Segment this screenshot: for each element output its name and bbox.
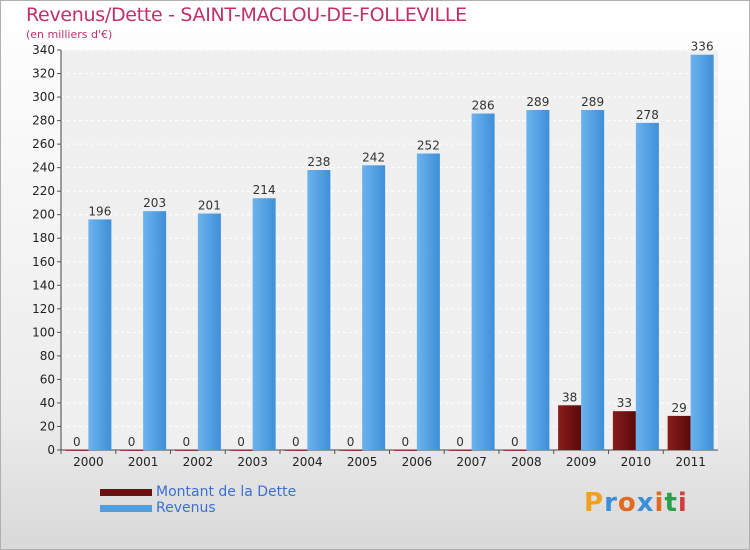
y-tick-label: 300	[32, 90, 55, 104]
data-label-dette: 0	[73, 435, 81, 449]
y-tick-label: 220	[32, 184, 55, 198]
x-tick-label: 2011	[675, 455, 706, 469]
bar-revenus	[581, 110, 605, 450]
x-tick-label: 2001	[128, 455, 159, 469]
logo-letter: x	[636, 488, 655, 518]
x-tick-label: 2007	[456, 455, 487, 469]
x-tick-label: 2000	[73, 455, 104, 469]
bar-dette	[174, 450, 198, 451]
data-label-dette: 0	[183, 435, 191, 449]
bar-dette	[503, 450, 527, 451]
logo-letter: i	[677, 488, 688, 518]
logo-letter: P	[584, 488, 605, 518]
data-label-revenus: 203	[143, 196, 166, 210]
bar-dette	[120, 450, 144, 451]
y-tick-label: 120	[32, 302, 55, 316]
bar-revenus	[690, 54, 714, 451]
data-label-dette: 0	[456, 435, 464, 449]
data-label-dette: 0	[128, 435, 136, 449]
y-tick-label: 240	[32, 161, 55, 175]
bar-dette	[667, 415, 691, 450]
bar-dette	[612, 411, 636, 450]
bar-revenus	[471, 113, 495, 450]
data-label-revenus: 286	[472, 99, 495, 113]
bar-dette	[65, 450, 89, 451]
data-label-revenus: 242	[362, 150, 385, 164]
data-label-dette: 0	[237, 435, 245, 449]
x-tick-label: 2006	[402, 455, 433, 469]
x-tick-label: 2008	[511, 455, 542, 469]
data-label-dette: 0	[292, 435, 300, 449]
bar-revenus	[197, 213, 221, 450]
y-tick-label: 200	[32, 208, 55, 222]
x-tick-label: 2004	[292, 455, 323, 469]
y-tick-label: 40	[40, 396, 55, 410]
proxiti-logo: Proxiti	[584, 488, 688, 518]
legend-swatch-revenus	[100, 505, 152, 512]
bar-revenus	[307, 170, 331, 450]
bar-dette	[393, 450, 417, 451]
legend-label-revenus: Revenus	[156, 500, 216, 516]
bar-revenus	[252, 198, 276, 450]
bar-dette	[339, 450, 363, 451]
bar-revenus	[635, 122, 659, 451]
x-tick-label: 2002	[183, 455, 214, 469]
data-label-dette: 29	[671, 401, 686, 415]
logo-letter: o	[617, 488, 637, 518]
y-tick-label: 20	[40, 419, 55, 433]
data-label-revenus: 336	[691, 40, 714, 54]
bar-dette	[229, 450, 253, 451]
chart-subtitle: (en milliers d'€)	[26, 28, 113, 41]
y-tick-label: 180	[32, 231, 55, 245]
data-label-revenus: 196	[88, 204, 111, 218]
y-tick-label: 320	[32, 67, 55, 81]
data-label-revenus: 278	[636, 108, 659, 122]
data-label-dette: 38	[562, 390, 577, 404]
y-tick-label: 340	[32, 43, 55, 57]
data-label-dette: 0	[402, 435, 410, 449]
y-tick-label: 140	[32, 278, 55, 292]
data-label-revenus: 289	[581, 95, 604, 109]
data-label-dette: 33	[617, 396, 632, 410]
plot-area	[61, 50, 718, 450]
chart-title: Revenus/Dette - SAINT-MACLOU-DE-FOLLEVIL…	[26, 4, 467, 26]
y-tick-label: 60	[40, 372, 55, 386]
y-tick-label: 280	[32, 114, 55, 128]
legend-swatch-dette	[100, 489, 152, 496]
logo-letter: i	[654, 488, 665, 518]
logo-letter: r	[604, 488, 618, 518]
data-label-revenus: 201	[198, 199, 221, 213]
bar-dette	[284, 450, 308, 451]
bar-revenus	[143, 211, 167, 450]
y-tick-label: 0	[47, 443, 55, 457]
y-tick-label: 100	[32, 325, 55, 339]
logo-letter: t	[664, 488, 678, 518]
bar-dette	[448, 450, 472, 451]
x-tick-label: 2009	[566, 455, 597, 469]
y-tick-label: 160	[32, 255, 55, 269]
data-label-revenus: 289	[526, 95, 549, 109]
legend-label-dette: Montant de la Dette	[156, 484, 297, 500]
data-label-revenus: 252	[417, 139, 440, 153]
data-label-revenus: 238	[307, 155, 330, 169]
data-label-dette: 0	[347, 435, 355, 449]
bar-revenus	[88, 219, 112, 450]
x-tick-label: 2005	[347, 455, 378, 469]
bar-revenus	[526, 110, 550, 450]
data-label-revenus: 214	[253, 183, 276, 197]
bar-revenus	[362, 165, 386, 450]
x-tick-label: 2010	[621, 455, 652, 469]
bar-revenus	[416, 153, 440, 450]
x-tick-label: 2003	[237, 455, 268, 469]
bar-dette	[558, 405, 582, 450]
y-tick-label: 80	[40, 349, 55, 363]
y-tick-label: 260	[32, 137, 55, 151]
data-label-dette: 0	[511, 435, 519, 449]
